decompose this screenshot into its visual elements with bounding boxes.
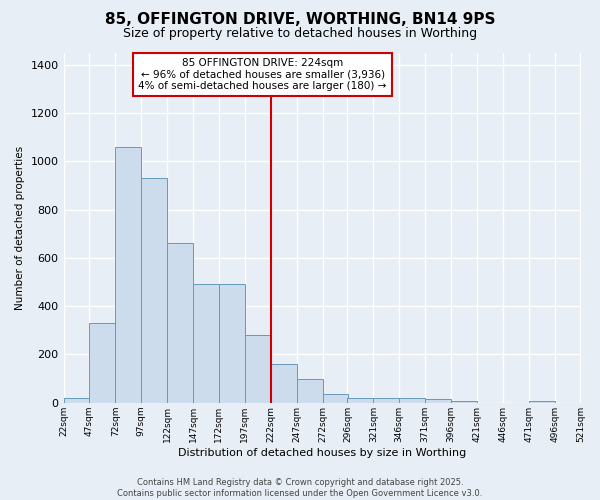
Bar — [529, 401, 554, 403]
Bar — [141, 178, 167, 403]
Text: 85, OFFINGTON DRIVE, WORTHING, BN14 9PS: 85, OFFINGTON DRIVE, WORTHING, BN14 9PS — [105, 12, 495, 28]
Bar — [271, 364, 296, 403]
Text: Size of property relative to detached houses in Worthing: Size of property relative to detached ho… — [123, 28, 477, 40]
Y-axis label: Number of detached properties: Number of detached properties — [15, 146, 25, 310]
Bar — [425, 399, 451, 403]
Bar — [451, 401, 477, 403]
Bar — [193, 284, 219, 403]
Bar — [219, 284, 245, 403]
Bar — [89, 323, 115, 403]
Text: Contains HM Land Registry data © Crown copyright and database right 2025.
Contai: Contains HM Land Registry data © Crown c… — [118, 478, 482, 498]
Bar — [64, 398, 89, 403]
Bar — [115, 146, 141, 403]
Bar — [399, 398, 425, 403]
Bar — [296, 378, 323, 403]
X-axis label: Distribution of detached houses by size in Worthing: Distribution of detached houses by size … — [178, 448, 466, 458]
Bar — [323, 394, 349, 403]
Bar — [245, 335, 271, 403]
Text: 85 OFFINGTON DRIVE: 224sqm
← 96% of detached houses are smaller (3,936)
4% of se: 85 OFFINGTON DRIVE: 224sqm ← 96% of deta… — [139, 58, 387, 91]
Bar — [373, 398, 399, 403]
Bar — [167, 244, 193, 403]
Bar — [347, 398, 373, 403]
